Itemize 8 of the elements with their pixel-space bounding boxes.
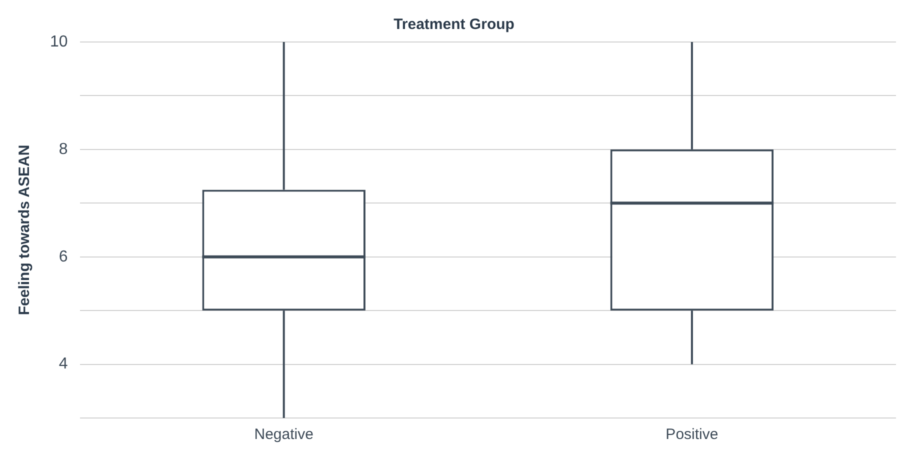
- x-axis-title: Treatment Group: [394, 16, 514, 34]
- y-tick-label: 8: [58, 140, 68, 158]
- y-tick-label: 10: [50, 33, 68, 50]
- y-axis-title: Feeling towards ASEAN: [16, 144, 34, 316]
- y-tick-label: 6: [58, 248, 68, 266]
- y-tick-label: 4: [58, 356, 68, 373]
- x-tick-label: Positive: [666, 426, 718, 444]
- x-tick-label: Negative: [254, 426, 314, 444]
